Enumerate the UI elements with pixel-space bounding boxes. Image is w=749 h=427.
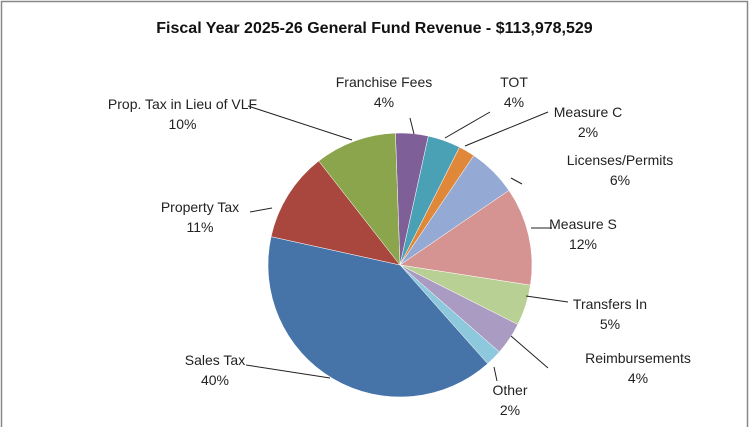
leader-line — [493, 366, 498, 382]
slice-label: Measure C 2% — [548, 102, 628, 142]
slice-label: Measure S 12% — [548, 214, 618, 254]
leader-line — [409, 117, 415, 135]
chart-title: Fiscal Year 2025-26 General Fund Revenue… — [156, 20, 593, 37]
slice-label: Licenses/Permits 6% — [555, 150, 685, 190]
slice-name: Licenses/Permits — [566, 152, 674, 168]
slice-value: 2% — [499, 402, 521, 418]
leader-line — [444, 111, 491, 139]
slice-value: 4% — [373, 94, 395, 110]
slice-label: Other 2% — [480, 380, 540, 420]
slice-value: 5% — [599, 316, 621, 332]
pie-slice — [267, 236, 488, 398]
leader-line — [510, 177, 523, 185]
slice-name: Franchise Fees — [335, 74, 433, 90]
slice-name: Transfers In — [572, 296, 648, 312]
leader-line — [525, 295, 569, 303]
slice-label: Franchise Fees 4% — [334, 72, 434, 112]
slice-name: Property Tax — [160, 199, 240, 215]
slice-value: 2% — [577, 124, 599, 140]
slice-name: Reimbursements — [585, 350, 691, 366]
slice-value: 6% — [609, 172, 631, 188]
leader-line — [245, 364, 331, 379]
slice-label: TOT 4% — [474, 72, 554, 112]
slice-label: Sales Tax 40% — [170, 350, 260, 390]
slice-name: TOT — [500, 74, 528, 90]
leader-line — [510, 335, 549, 369]
slice-name: Measure C — [553, 104, 623, 120]
slice-name: Sales Tax — [184, 352, 246, 368]
slice-value: 11% — [186, 219, 214, 235]
slice-label: Reimbursements 4% — [568, 348, 708, 388]
slice-value: 12% — [568, 236, 598, 252]
slice-value: 4% — [503, 94, 525, 110]
slice-value: 40% — [200, 372, 230, 388]
slice-name: Prop. Tax in Lieu of VLF — [107, 96, 258, 112]
slice-value: 10% — [168, 116, 197, 132]
slice-name: Other — [492, 382, 528, 398]
pie-slice — [318, 132, 401, 266]
leader-line — [249, 207, 273, 213]
pie-slice — [270, 160, 401, 266]
slice-value: 4% — [627, 370, 649, 386]
slice-name: Measure S — [549, 216, 617, 232]
pie-slice — [399, 190, 533, 286]
leader-line — [247, 105, 353, 141]
slice-label: Prop. Tax in Lieu of VLF 10% — [105, 94, 260, 134]
slice-label: Property Tax 11% — [145, 197, 255, 237]
slice-label: Transfers In 5% — [560, 294, 660, 334]
leader-line — [464, 111, 549, 147]
